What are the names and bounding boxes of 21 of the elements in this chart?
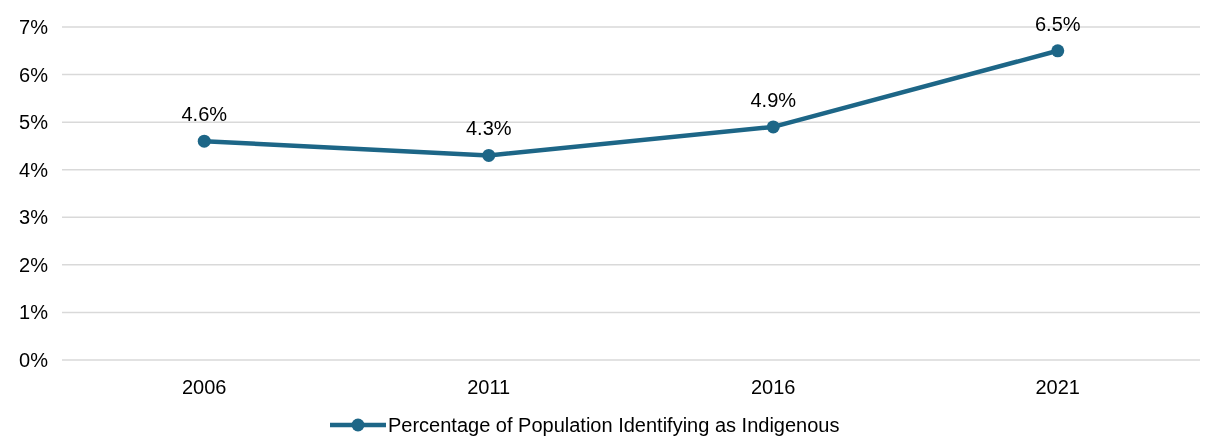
point <box>482 148 496 162</box>
data-label: 4.3% <box>465 117 512 140</box>
data-label: 6.5% <box>1034 12 1081 35</box>
data-label: 4.9% <box>750 88 797 111</box>
y-tick-label: 2% <box>19 253 49 276</box>
point <box>1051 44 1065 58</box>
y-tick-label: 5% <box>19 111 49 134</box>
y-tick-label: 4% <box>19 158 49 181</box>
x-tick-label: 2021 <box>1035 376 1080 398</box>
x-tick-label: 2006 <box>182 376 227 398</box>
y-tick-label: 7% <box>19 16 49 38</box>
y-tick-label: 0% <box>19 349 49 371</box>
y-tick-label: 6% <box>19 63 49 86</box>
point <box>766 120 780 134</box>
point <box>197 134 211 148</box>
y-tick-label: 3% <box>19 206 49 229</box>
y-tick-label: 1% <box>19 301 49 324</box>
x-tick-label: 2016 <box>751 376 796 398</box>
legend-label: Percentage of Population Identifying as Indigenous <box>388 414 840 436</box>
x-tick-label: 2011 <box>467 376 511 398</box>
data-label: 4.6% <box>181 103 228 126</box>
